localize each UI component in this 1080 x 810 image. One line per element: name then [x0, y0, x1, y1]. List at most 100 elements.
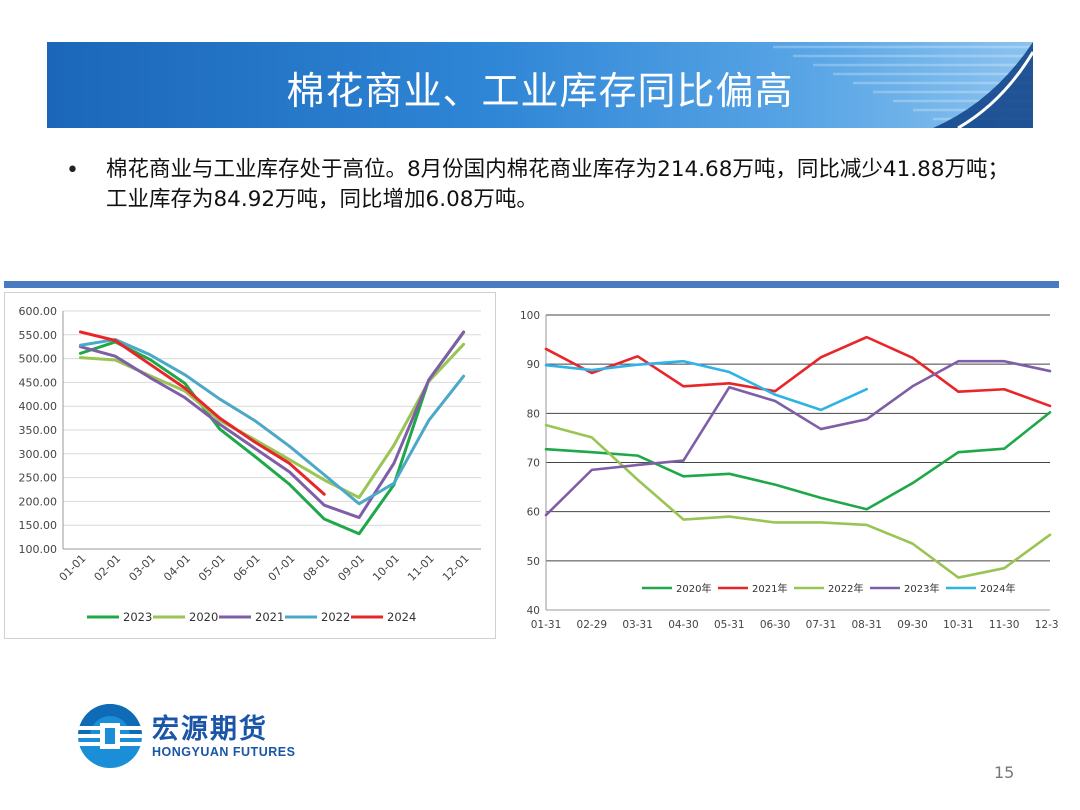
commercial-y-tick-label: 200.00: [19, 495, 58, 508]
industrial-legend-label: 2020年: [676, 582, 711, 595]
commercial-x-tick-label: 12-01: [440, 552, 472, 584]
industrial-data-point: [774, 483, 776, 486]
industrial-x-tick-label: 10-31: [943, 619, 974, 631]
commercial-data-point: [323, 479, 326, 481]
industrial-data-point: [865, 508, 868, 511]
commercial-data-point: [218, 428, 221, 430]
commercial-data-point: [184, 382, 186, 385]
industrial-data-point: [1003, 447, 1005, 450]
commercial-data-point: [114, 359, 117, 361]
industrial-series-line-2024年: [544, 359, 869, 412]
industrial-data-point: [957, 576, 960, 579]
commercial-data-point: [149, 353, 151, 356]
commercial-data-point: [149, 358, 151, 361]
industrial-data-point: [957, 360, 960, 363]
industrial-x-tick-label: 02-29: [577, 619, 608, 631]
commercial-inventory-chart: 100.00 150.00 200.00 250.00 300.00 350.00 400.…: [4, 292, 496, 639]
industrial-data-point: [774, 521, 776, 524]
commercial-data-point: [288, 471, 291, 473]
commercial-legend-label: 2021: [255, 610, 284, 624]
commercial-y-tick-label: 300.00: [19, 448, 58, 461]
industrial-legend-label: 2024年: [980, 582, 1015, 595]
industrial-data-point: [911, 356, 914, 359]
industrial-data-point: [1003, 388, 1005, 391]
industrial-data-point: [911, 482, 914, 484]
industrial-data-point: [1049, 411, 1051, 414]
commercial-legend-label: 2023: [123, 610, 152, 624]
commercial-y-tick-label: 150.00: [19, 519, 58, 532]
commercial-series-line-2021: [78, 330, 466, 520]
commercial-y-tick-label: 350.00: [19, 424, 58, 437]
commercial-series-line-2022: [78, 338, 466, 506]
page-number: 15: [994, 763, 1015, 782]
industrial-data-point: [774, 390, 776, 393]
commercial-data-point: [393, 444, 395, 447]
commercial-data-point: [323, 518, 326, 520]
industrial-data-point: [820, 428, 822, 430]
industrial-data-point: [1049, 405, 1051, 407]
industrial-data-point: [1049, 370, 1051, 372]
industrial-data-point: [682, 385, 685, 388]
industrial-inventory-chart: 40 50 60 70 80 90 100 01-31 02-29 03-31 04-30 05-31…: [510, 300, 1065, 640]
industrial-y-tick-label: 90: [527, 359, 540, 371]
industrial-data-point: [911, 542, 914, 545]
industrial-data-point: [820, 356, 822, 359]
industrial-y-tick-label: 50: [527, 556, 540, 568]
industrial-data-point: [911, 385, 914, 388]
commercial-data-point: [462, 375, 465, 378]
commercial-data-point: [358, 496, 360, 499]
industrial-data-point: [957, 390, 960, 393]
commercial-data-point: [218, 423, 221, 426]
commercial-data-point: [114, 355, 117, 358]
commercial-data-point: [114, 339, 117, 342]
commercial-data-point: [218, 398, 221, 400]
industrial-data-point: [591, 436, 593, 439]
industrial-x-tick-label: 12-31: [1035, 619, 1058, 631]
commercial-data-point: [218, 417, 221, 419]
commercial-data-point: [358, 516, 360, 519]
commercial-data-point: [427, 419, 430, 422]
industrial-x-tick-label: 03-31: [622, 619, 653, 631]
commercial-data-point: [323, 493, 326, 496]
commercial-legend-label: 2020: [189, 610, 218, 624]
industrial-data-point: [820, 521, 822, 524]
industrial-y-tick-label: 80: [527, 408, 540, 420]
commercial-x-tick-label: 07-01: [266, 552, 298, 584]
commercial-data-point: [149, 376, 151, 379]
commercial-data-point: [358, 532, 360, 535]
industrial-data-point: [728, 515, 731, 518]
commercial-inventory-chart-svg: 100.00 150.00 200.00 250.00 300.00 350.00 400.…: [19, 305, 481, 624]
commercial-x-tick-label: 06-01: [231, 552, 263, 584]
industrial-x-tick-label: 04-30: [668, 619, 699, 631]
slide-title: 棉花商业、工业库存同比偏高: [286, 69, 794, 113]
industrial-data-point: [1003, 567, 1005, 570]
bullet-marker: •: [66, 158, 79, 183]
industrial-data-point: [865, 388, 868, 391]
logo-name-en: HONGYUAN FUTURES: [152, 745, 296, 759]
industrial-data-point: [1003, 360, 1005, 363]
commercial-x-tick-label: 08-01: [301, 552, 333, 584]
section-divider: [4, 281, 1059, 288]
commercial-data-point: [462, 331, 465, 333]
commercial-data-point: [253, 455, 256, 457]
commercial-x-tick-label: 04-01: [161, 552, 193, 584]
summary-paragraph: 棉花商业与工业库存处于高位。8月份国内棉花商业库存为214.68万吨，同比减少4…: [106, 157, 1009, 212]
commercial-series-line-2024: [78, 330, 326, 496]
industrial-x-tick-label: 06-30: [760, 619, 791, 631]
commercial-data-point: [184, 396, 186, 399]
commercial-x-tick-label: 01-01: [57, 552, 89, 584]
industrial-data-point: [865, 336, 868, 338]
commercial-legend-label: 2022: [321, 610, 350, 624]
industrial-data-point: [636, 355, 639, 358]
industrial-legend-label: 2023年: [904, 582, 939, 595]
industrial-data-point: [865, 418, 868, 421]
industrial-data-point: [636, 478, 639, 481]
industrial-data-point: [636, 464, 639, 466]
commercial-data-point: [184, 373, 186, 376]
industrial-legend-label: 2021年: [752, 582, 787, 595]
industrial-data-point: [728, 386, 731, 389]
commercial-data-point: [184, 390, 186, 392]
commercial-y-tick-label: 600.00: [19, 305, 58, 318]
logo-name-cn: 宏源期货: [152, 714, 268, 745]
banner-stripes-decoration: [773, 42, 1033, 128]
